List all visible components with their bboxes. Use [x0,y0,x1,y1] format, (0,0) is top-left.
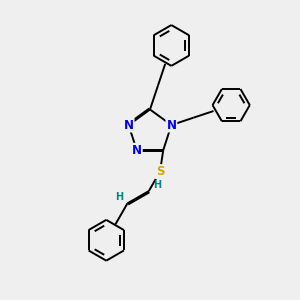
Text: H: H [115,192,123,202]
Text: H: H [153,180,161,190]
Text: N: N [167,118,176,131]
Text: N: N [124,118,134,131]
Text: N: N [132,144,142,157]
Text: S: S [156,165,164,178]
